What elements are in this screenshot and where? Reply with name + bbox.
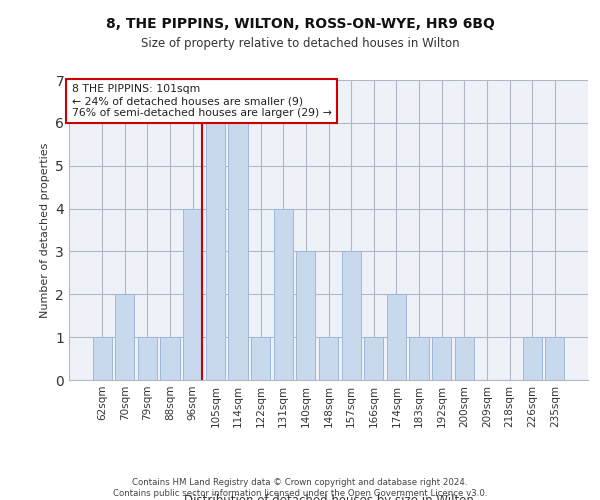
Bar	[274, 208, 293, 380]
Text: Contains HM Land Registry data © Crown copyright and database right 2024.
Contai: Contains HM Land Registry data © Crown c…	[113, 478, 487, 498]
Bar	[160, 337, 180, 380]
Bar	[523, 337, 542, 380]
Bar	[364, 337, 383, 380]
Bar	[545, 337, 565, 380]
Bar	[319, 337, 338, 380]
Y-axis label: Number of detached properties: Number of detached properties	[40, 142, 50, 318]
Bar	[432, 337, 451, 380]
Text: 8 THE PIPPINS: 101sqm
← 24% of detached houses are smaller (9)
76% of semi-detac: 8 THE PIPPINS: 101sqm ← 24% of detached …	[71, 84, 331, 117]
Bar	[387, 294, 406, 380]
X-axis label: Distribution of detached houses by size in Wilton: Distribution of detached houses by size …	[184, 494, 473, 500]
Bar	[229, 123, 248, 380]
Text: 8, THE PIPPINS, WILTON, ROSS-ON-WYE, HR9 6BQ: 8, THE PIPPINS, WILTON, ROSS-ON-WYE, HR9…	[106, 18, 494, 32]
Bar	[296, 252, 316, 380]
Bar	[455, 337, 474, 380]
Bar	[341, 252, 361, 380]
Bar	[409, 337, 428, 380]
Bar	[183, 208, 202, 380]
Bar	[251, 337, 270, 380]
Text: Size of property relative to detached houses in Wilton: Size of property relative to detached ho…	[140, 38, 460, 51]
Bar	[115, 294, 134, 380]
Bar	[92, 337, 112, 380]
Bar	[206, 123, 225, 380]
Bar	[138, 337, 157, 380]
